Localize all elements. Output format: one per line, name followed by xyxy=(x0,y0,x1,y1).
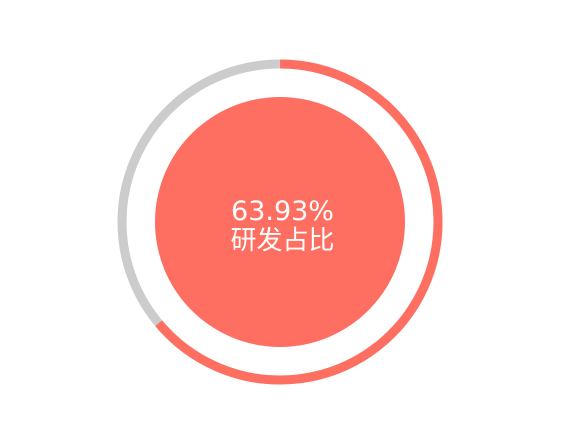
percent-label: 63.93% xyxy=(231,196,334,227)
value-arc xyxy=(155,59,443,385)
inner-disc xyxy=(155,97,405,347)
center-caption: 研发占比 xyxy=(230,226,335,256)
